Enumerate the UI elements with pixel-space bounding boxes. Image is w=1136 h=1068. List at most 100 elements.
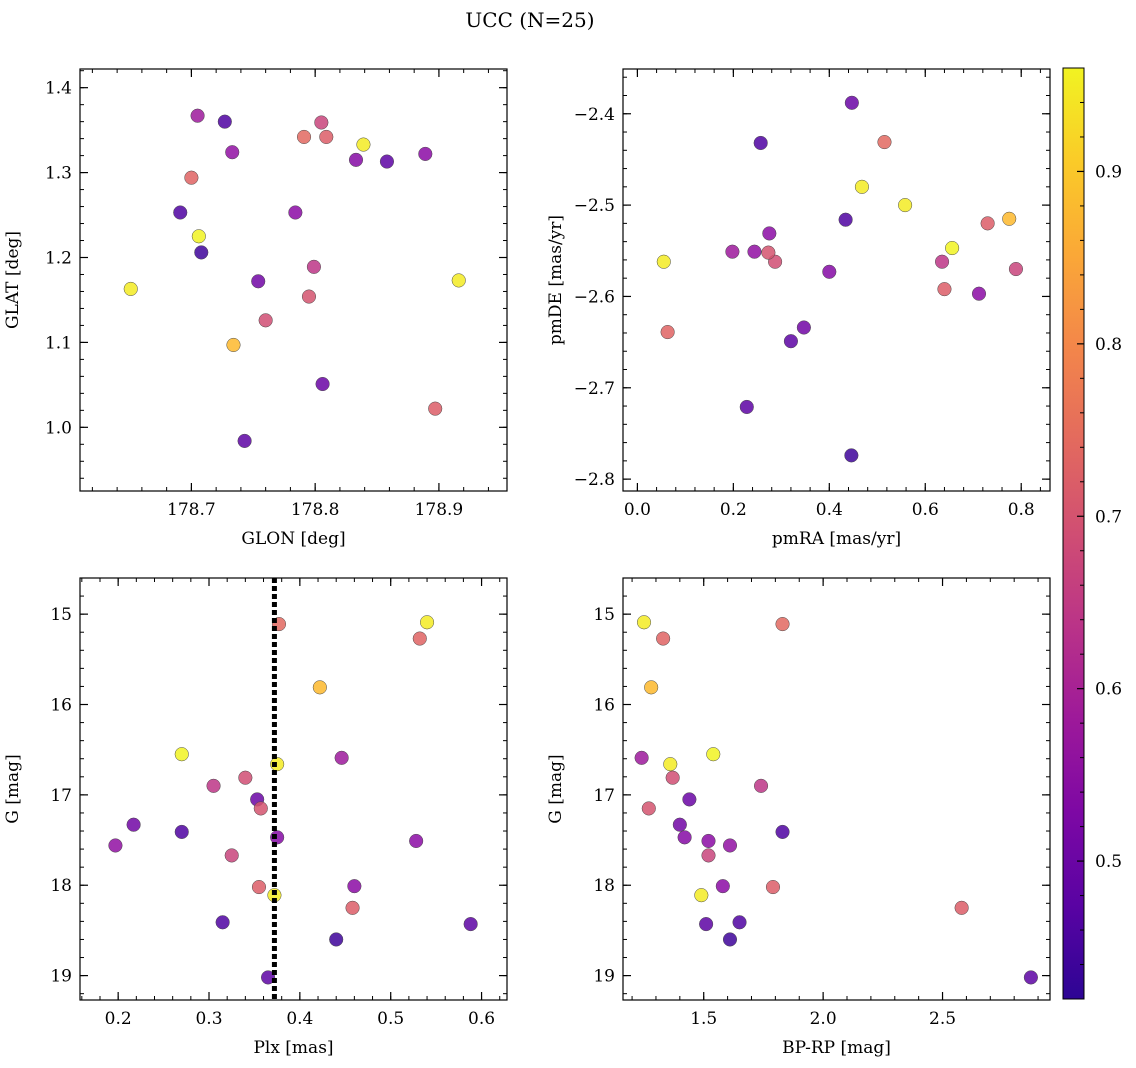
data-point [345, 900, 360, 915]
data-point [844, 95, 859, 110]
minor-ticks [623, 69, 1050, 491]
data-point [980, 216, 995, 231]
data-point [641, 801, 656, 816]
data-point [822, 264, 837, 279]
y-axis-label: G [mag] [3, 754, 23, 823]
data-point [677, 830, 692, 845]
data-point [329, 932, 344, 947]
y-tick-label: 1.4 [45, 79, 72, 99]
x-tick-label: 0.6 [912, 500, 939, 520]
colorbar-tick-label: 0.9 [1095, 162, 1122, 182]
y-tick-label: 19 [593, 967, 615, 987]
data-point [634, 750, 649, 765]
data-point [663, 757, 678, 772]
x-axis-label: BP-RP [mag] [782, 1038, 891, 1058]
data-point [356, 137, 371, 152]
x-tick-label: 0.3 [195, 1009, 222, 1029]
y-axis-label: pmDE [mas/yr] [546, 215, 566, 345]
x-tick-label: 0.4 [286, 1009, 313, 1029]
data-point [379, 154, 394, 169]
data-point [123, 281, 138, 296]
data-point [682, 792, 697, 807]
points [123, 108, 466, 448]
minor-ticks [80, 578, 507, 1000]
data-point [174, 747, 189, 762]
x-tick-label: 0.8 [1008, 500, 1035, 520]
data-point [191, 229, 206, 244]
data-point [765, 879, 781, 895]
y-axis-label: GLAT [deg] [3, 231, 23, 329]
data-point [334, 750, 349, 765]
data-point [715, 879, 730, 894]
data-point [463, 917, 478, 932]
data-point [296, 129, 312, 144]
data-point [217, 114, 232, 129]
data-point [226, 337, 241, 353]
data-point [877, 135, 892, 150]
colorbar-tick-label: 0.8 [1095, 335, 1122, 355]
data-point [665, 770, 680, 785]
points [634, 615, 1038, 985]
data-point [420, 615, 435, 630]
x-tick-label: 0.2 [105, 1009, 132, 1029]
data-point [844, 448, 859, 463]
data-point [251, 879, 267, 895]
data-point [251, 274, 266, 289]
data-point [660, 325, 675, 340]
data-point [301, 289, 317, 304]
data-point [261, 970, 276, 985]
y-tick-label: −2.4 [574, 105, 615, 125]
data-point [347, 879, 362, 894]
data-point [796, 320, 811, 335]
data-point [753, 778, 769, 793]
y-axis-label: G [mag] [546, 754, 566, 823]
data-point [270, 757, 285, 772]
data-point [937, 282, 952, 297]
panel-parallax-magnitude: 0.2 0.3 0.4 0.5 0.6 15 16 17 18 19 Plx [mas] G [mag… [3, 577, 508, 1058]
data-point [672, 817, 687, 832]
data-point [315, 376, 330, 392]
data-point [945, 240, 960, 256]
data-point [739, 399, 754, 415]
y-tick-label: 19 [50, 967, 72, 987]
data-point [775, 824, 790, 839]
x-tick-label: 178.7 [167, 500, 216, 520]
y-tick-label: 17 [50, 786, 72, 806]
y-tick-label: 18 [50, 876, 72, 896]
data-point [258, 313, 273, 328]
data-point [215, 915, 230, 930]
y-tick-label: 16 [50, 696, 72, 716]
x-tick-label: 2.5 [929, 1009, 956, 1029]
data-point [699, 917, 714, 932]
data-point [701, 833, 716, 849]
data-point [409, 833, 424, 849]
data-point [971, 286, 987, 301]
y-tick-label: 15 [50, 605, 72, 625]
axes-frame [79, 68, 508, 492]
data-point [348, 152, 364, 167]
y-tick-label: 17 [593, 786, 615, 806]
data-point [1008, 261, 1023, 277]
data-point [762, 226, 777, 241]
x-tick-label: 2.0 [810, 1009, 837, 1029]
colorbar: 0.5 0.6 0.7 0.8 0.9 [1062, 67, 1122, 1000]
minor-ticks [623, 578, 1050, 1000]
data-point [722, 838, 738, 853]
y-tick-label: 1.3 [45, 164, 72, 184]
axes-frame [622, 577, 1051, 1001]
data-point [126, 817, 141, 832]
x-axis-label: GLON [deg] [241, 529, 345, 549]
data-point [954, 900, 969, 915]
x-axis-label: Plx [mas] [253, 1038, 333, 1058]
data-point [190, 108, 205, 123]
data-point [314, 115, 329, 130]
data-point [775, 617, 790, 632]
y-tick-label: −2.5 [574, 196, 615, 216]
data-point [753, 135, 768, 151]
data-point [706, 747, 721, 762]
data-point [270, 830, 285, 845]
data-point [428, 401, 443, 416]
data-point [644, 680, 659, 695]
data-point [854, 179, 869, 194]
y-tick-label: 16 [593, 696, 615, 716]
